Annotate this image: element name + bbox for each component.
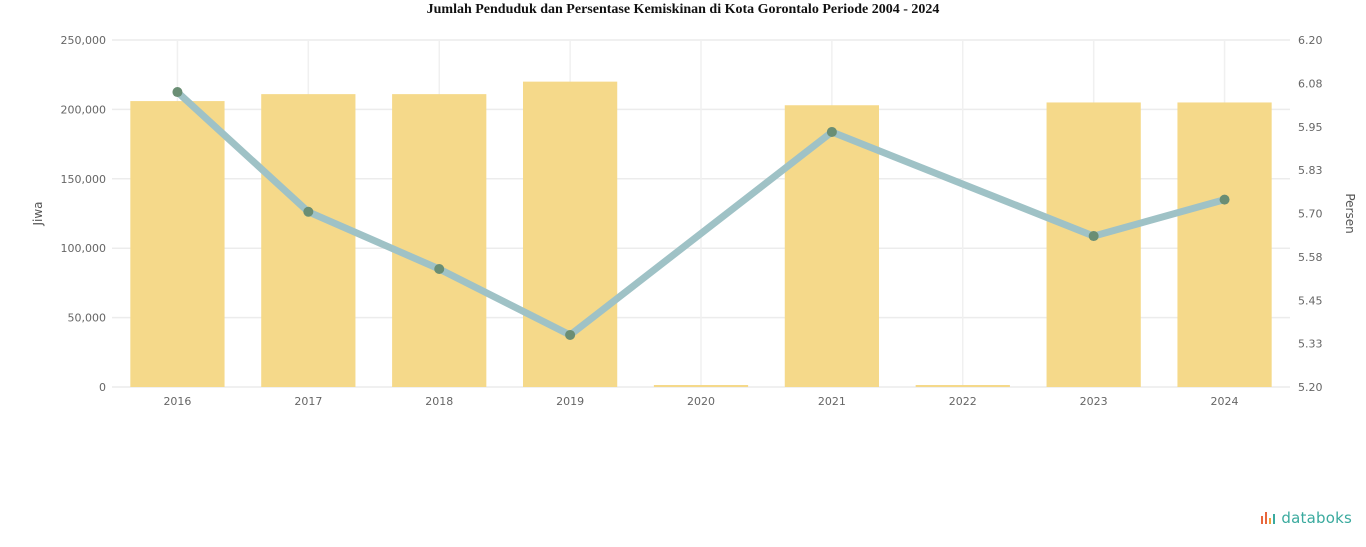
bar-2023[interactable]	[1046, 102, 1141, 388]
y-axis-left: 0 50,000 100,000 150,000 200,000 250,000	[61, 34, 107, 394]
y2-tick-label: 6.08	[1298, 77, 1323, 90]
y-tick-label: 100,000	[61, 242, 107, 255]
y-axis-right: 5.20 5.33 5.45 5.58 5.70 5.83 5.95 6.08 6.20	[1298, 34, 1323, 394]
bar-2024[interactable]	[1177, 102, 1272, 388]
y-tick-label: 150,000	[61, 173, 107, 186]
point-2019[interactable]	[565, 329, 576, 340]
databoks-logo-icon	[1261, 512, 1276, 524]
y2-axis-title: Persen	[1343, 193, 1357, 233]
point-2021[interactable]	[826, 126, 837, 137]
x-tick-label: 2016	[163, 395, 191, 408]
bar-2018[interactable]	[392, 94, 487, 387]
point-2016[interactable]	[172, 87, 183, 98]
x-tick-label: 2024	[1211, 395, 1239, 408]
point-2023[interactable]	[1088, 231, 1099, 242]
x-tick-label: 2018	[425, 395, 453, 408]
x-tick-label: 2020	[687, 395, 715, 408]
y-tick-label: 50,000	[68, 312, 107, 325]
line-series	[172, 87, 1230, 340]
brand-name: databoks	[1281, 509, 1352, 527]
chart-title: Jumlah Penduduk dan Persentase Kemiskina…	[426, 2, 940, 17]
bar-2016[interactable]	[130, 101, 225, 388]
y2-tick-label: 5.70	[1298, 208, 1323, 221]
bar-series	[130, 81, 1272, 388]
point-2018[interactable]	[434, 264, 445, 275]
bar-2020[interactable]	[653, 385, 749, 387]
x-tick-label: 2017	[294, 395, 322, 408]
y-tick-label: 200,000	[61, 103, 107, 116]
y2-tick-label: 5.95	[1298, 121, 1323, 134]
bar-2022[interactable]	[915, 385, 1010, 387]
point-2024[interactable]	[1219, 194, 1230, 205]
y-tick-label: 0	[99, 381, 106, 394]
x-tick-label: 2023	[1080, 395, 1108, 408]
y-tick-label: 250,000	[61, 34, 107, 47]
bar-2017[interactable]	[261, 94, 356, 387]
x-tick-label: 2022	[949, 395, 977, 408]
bar-2019[interactable]	[522, 81, 618, 387]
y2-tick-label: 5.58	[1298, 251, 1323, 264]
x-axis: 2016 2017 2018 2019 2020 2021 2022 2023 2024	[163, 395, 1238, 408]
y2-tick-label: 5.83	[1298, 164, 1323, 177]
y-axis-title: Jiwa	[31, 201, 45, 226]
x-tick-label: 2019	[556, 395, 584, 408]
point-2017[interactable]	[303, 206, 314, 217]
y2-tick-label: 5.45	[1298, 294, 1323, 307]
x-tick-label: 2021	[818, 395, 846, 408]
y2-tick-label: 5.20	[1298, 381, 1323, 394]
y2-tick-label: 5.33	[1298, 338, 1323, 351]
y2-tick-label: 6.20	[1298, 34, 1323, 47]
databoks-brand[interactable]: databoks	[1260, 509, 1352, 527]
